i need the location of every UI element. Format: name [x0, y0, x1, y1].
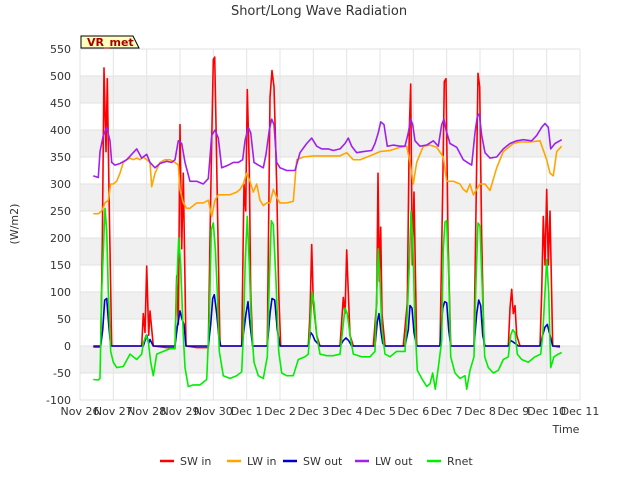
x-tick-label: Dec 8 [464, 405, 496, 418]
x-tick-label: Dec 3 [297, 405, 329, 418]
plot-band [80, 211, 580, 238]
x-tick-label: Dec 9 [497, 405, 529, 418]
x-axis-label: Time [552, 423, 580, 436]
y-axis-label: (W/m2) [8, 204, 21, 245]
plot-band [80, 265, 580, 292]
y-tick-label: 50 [57, 313, 71, 326]
plot-band [80, 373, 580, 400]
y-tick-label: 400 [50, 124, 71, 137]
plot-band [80, 103, 580, 130]
y-tick-label: 300 [50, 178, 71, 191]
y-tick-label: 100 [50, 286, 71, 299]
series-lines [93, 56, 563, 391]
plot-band [80, 49, 580, 76]
station-badge: VR_met [80, 35, 140, 49]
x-tick-label: Dec 4 [331, 405, 363, 418]
plot-band [80, 157, 580, 184]
y-tick-label: 0 [64, 340, 71, 353]
plot-band [80, 76, 580, 103]
series-line-lw-out [93, 113, 563, 185]
x-tick-label: Nov 29 [161, 405, 200, 418]
plot-band [80, 292, 580, 319]
plot-band [80, 184, 580, 211]
x-tick-label: Dec 11 [561, 405, 600, 418]
plot-band [80, 346, 580, 373]
y-tick-label: 200 [50, 232, 71, 245]
x-tick-label: Dec 10 [527, 405, 566, 418]
badge-shape [80, 35, 140, 49]
y-tick-label: 250 [50, 205, 71, 218]
y-tick-label: 350 [50, 151, 71, 164]
x-tick-label: Nov 30 [194, 405, 233, 418]
x-tick-label: Dec 2 [264, 405, 296, 418]
legend-label: LW in [247, 455, 277, 468]
y-tick-label: -100 [46, 394, 71, 407]
legend-label: SW out [303, 455, 343, 468]
x-tick-label: Dec 5 [364, 405, 396, 418]
legend: SW in LW in SW out LW out Rnet [160, 455, 473, 468]
chart-title: Short/Long Wave Radiation [231, 4, 407, 19]
y-tick-label: 150 [50, 259, 71, 272]
y-tick-label: 450 [50, 97, 71, 110]
series-line-rnet [93, 207, 563, 391]
plot-band [80, 238, 580, 265]
legend-label: LW out [375, 455, 413, 468]
x-tick-label: Nov 28 [127, 405, 166, 418]
x-tick-label: Dec 7 [431, 405, 463, 418]
x-tick-label: Nov 27 [94, 405, 133, 418]
y-axis-ticks: -100 -50 0 50 100 150 200 250 300 350 400 450 500 550 [46, 43, 71, 407]
legend-label: Rnet [447, 455, 473, 468]
legend-label: SW in [180, 455, 211, 468]
y-tick-label: 500 [50, 70, 71, 83]
x-tick-label: Dec 6 [397, 405, 429, 418]
y-tick-label: 550 [50, 43, 71, 56]
series-line-lw-in [93, 140, 563, 218]
x-tick-label: Dec 1 [231, 405, 263, 418]
plot-bands [80, 49, 580, 400]
x-tick-label: Nov 26 [61, 405, 100, 418]
plot-band [80, 130, 580, 157]
y-tick-label: -50 [53, 367, 71, 380]
plot-band [80, 319, 580, 346]
badge-label: VR_met [87, 36, 134, 49]
